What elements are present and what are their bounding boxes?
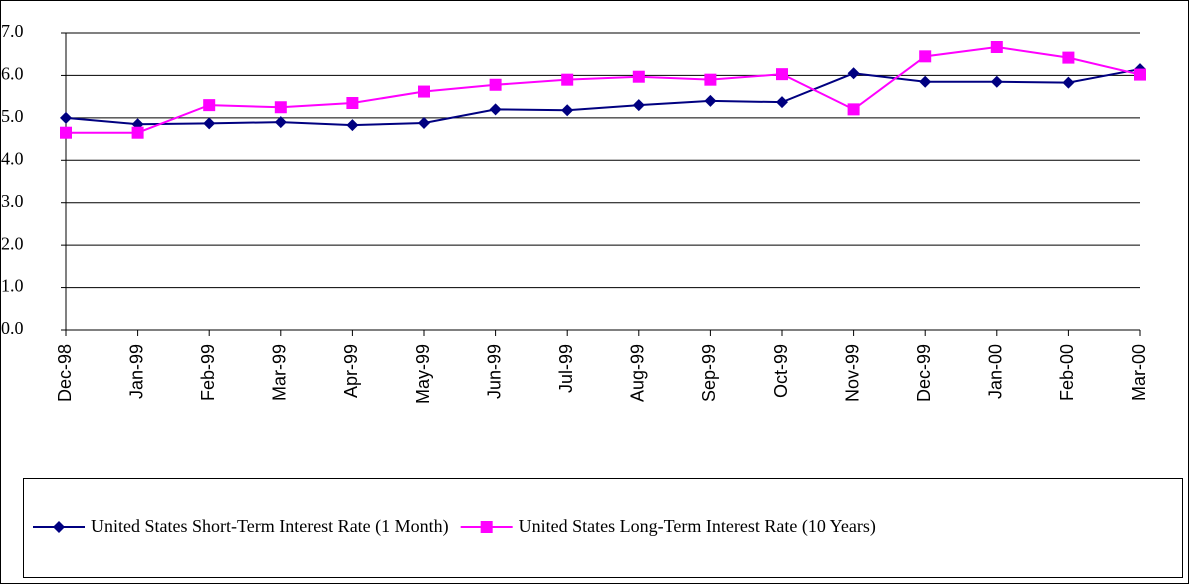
- x-tick-label: Oct-99: [771, 344, 791, 398]
- x-tick-label: Mar-99: [270, 344, 290, 401]
- y-tick-label: 3.0: [1, 191, 24, 211]
- marker: [480, 521, 493, 533]
- marker: [561, 104, 574, 117]
- marker: [203, 117, 216, 130]
- x-tick-label: Mar-00: [1129, 344, 1149, 401]
- marker: [346, 97, 359, 110]
- marker: [489, 78, 502, 91]
- marker: [60, 126, 72, 139]
- marker: [274, 116, 287, 129]
- marker: [847, 67, 860, 80]
- marker: [704, 73, 717, 86]
- marker: [632, 99, 645, 112]
- y-tick-label: 4.0: [1, 148, 24, 168]
- marker: [990, 75, 1003, 88]
- x-tick-label: Jun-99: [484, 344, 504, 399]
- x-tick-label: May-99: [413, 344, 433, 404]
- y-tick-label: 1.0: [1, 276, 24, 296]
- x-tick-label: Feb-99: [198, 344, 218, 401]
- marker: [346, 119, 359, 132]
- marker: [919, 50, 932, 63]
- x-tick-label: Sep-99: [699, 344, 719, 402]
- x-tick-label: Jan-00: [986, 344, 1006, 399]
- x-tick-label: Dec-98: [55, 344, 75, 402]
- marker: [776, 96, 788, 109]
- x-tick-label: Dec-99: [914, 344, 934, 402]
- x-tick-label: Aug-99: [628, 344, 648, 402]
- marker: [60, 111, 72, 124]
- marker: [847, 103, 860, 116]
- marker: [632, 70, 645, 83]
- marker: [131, 126, 144, 139]
- marker: [561, 73, 574, 86]
- marker: [990, 41, 1003, 54]
- y-tick-label: 0.0: [1, 318, 24, 338]
- marker: [489, 103, 502, 116]
- x-tick-label: Feb-00: [1057, 344, 1077, 401]
- x-tick-label: Nov-99: [842, 344, 862, 402]
- y-tick-label: 2.0: [1, 233, 24, 253]
- x-tick-label: Jul-99: [556, 344, 576, 393]
- marker: [131, 118, 144, 131]
- marker: [274, 101, 287, 114]
- marker: [776, 68, 788, 81]
- y-tick-label: 6.0: [1, 64, 24, 84]
- marker: [418, 116, 430, 129]
- series-line: [66, 45, 1141, 134]
- marker: [418, 85, 430, 98]
- legend-box: [23, 478, 1183, 578]
- legend-label: United States Short-Term Interest Rate (…: [91, 516, 449, 537]
- y-tick-label: 5.0: [1, 106, 24, 126]
- marker: [1062, 76, 1075, 89]
- marker: [1134, 68, 1146, 81]
- series-line: [65, 68, 1141, 127]
- legend-label: United States Long-Term Interest Rate (1…: [519, 516, 876, 537]
- x-tick-label: Apr-99: [341, 344, 361, 398]
- x-tick-label: Jan-99: [126, 344, 146, 399]
- marker: [704, 94, 717, 107]
- marker: [203, 99, 216, 112]
- marker: [53, 521, 65, 533]
- marker: [919, 75, 932, 88]
- marker: [1062, 51, 1075, 64]
- y-tick-label: 7.0: [1, 21, 24, 41]
